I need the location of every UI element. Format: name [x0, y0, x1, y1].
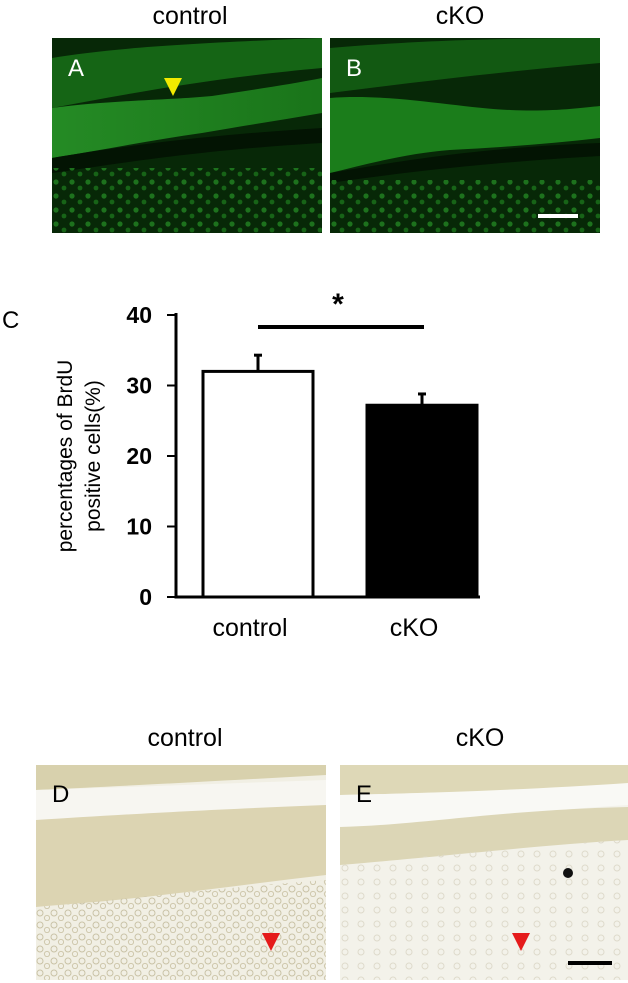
panel-b-label: B — [346, 55, 363, 82]
yellow-arrow-icon — [164, 78, 182, 96]
scale-bar-bottom — [568, 961, 612, 965]
panel-e-label: E — [356, 781, 373, 808]
bar-chart-svg: 0 10 20 30 40 percentages of BrdU positive cel… — [54, 290, 480, 642]
header-cko-top: cKO — [435, 2, 485, 30]
y-tick-label: 30 — [126, 373, 152, 399]
y-tick-label: 40 — [126, 302, 152, 328]
y-tick-label: 20 — [126, 443, 152, 469]
panel-d-label: D — [52, 781, 70, 808]
bar-chart: 0 10 20 30 40 percentages of BrdU positive cel… — [0, 290, 628, 650]
red-arrow-icon — [262, 933, 280, 951]
y-tick-label: 10 — [126, 514, 152, 540]
x-tick-label: cKO — [390, 614, 439, 642]
panel-d-brightfield-image: D — [36, 765, 326, 980]
bar-cKO — [365, 403, 479, 599]
header-cko-bottom: cKO — [455, 724, 505, 752]
red-arrow-icon — [512, 933, 530, 951]
header-control-bottom: control — [147, 724, 223, 752]
panel-b-fluorescence-image: B — [330, 38, 600, 233]
bar-control — [201, 369, 315, 599]
y-axis-label: positive cells(%) — [82, 380, 105, 532]
x-tick-label: control — [212, 614, 287, 642]
panel-e-brightfield-image: E — [340, 765, 628, 980]
y-axis-label: percentages of BrdU — [54, 360, 77, 553]
significance-star: * — [332, 290, 344, 321]
panel-c-label: C — [2, 307, 20, 334]
scale-bar-top — [538, 214, 578, 218]
panel-a-fluorescence-image: A — [52, 38, 322, 233]
y-tick-label: 0 — [139, 584, 152, 610]
header-control-top: control — [152, 2, 228, 30]
panel-a-label: A — [68, 55, 85, 82]
